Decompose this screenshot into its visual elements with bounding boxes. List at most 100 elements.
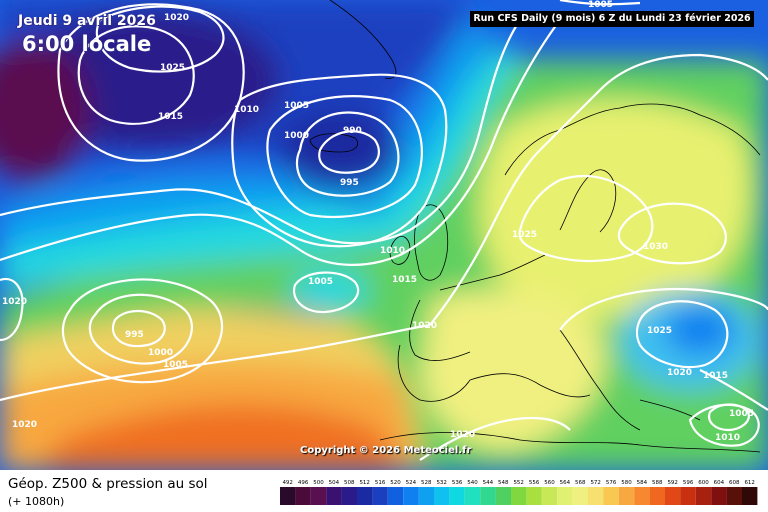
legend-value-label: 548 [498, 480, 509, 486]
legend-swatch [418, 487, 434, 505]
legend-swatch [541, 487, 558, 505]
weather-map: 1020 1025 1015 1010 1005 1000 990 995 10… [0, 0, 768, 470]
legend-value-label: 600 [698, 480, 709, 486]
legend-value-label: 500 [313, 480, 324, 486]
geopotential-field [0, 0, 768, 470]
legend-swatch [511, 487, 527, 505]
map-footer: Géop. Z500 & pression au sol (+ 1080h) 4… [0, 470, 768, 512]
isobar-low-ne-iceland-990 [318, 130, 380, 174]
isobar-label: 1025 [647, 326, 672, 336]
legend-swatch [742, 487, 758, 505]
isobar-label: 1015 [703, 371, 728, 381]
legend-swatch [649, 487, 665, 505]
legend-value-label: 564 [560, 480, 571, 486]
legend-swatch [403, 487, 419, 505]
forecast-hours: (+ 1080h) [8, 495, 65, 508]
isobar-label: 1005 [729, 409, 754, 419]
legend-value-label: 528 [421, 480, 432, 486]
legend-swatch [280, 487, 296, 505]
isobar-label: 1000 [284, 131, 309, 141]
legend-swatch [634, 487, 650, 505]
legend-swatch [434, 487, 450, 505]
isobar-label: 1010 [715, 433, 740, 443]
legend-swatch [495, 487, 511, 505]
legend-swatch [526, 487, 542, 505]
isobar-label: 1005 [588, 0, 613, 10]
legend-value-label: 584 [637, 480, 648, 486]
isobar-nw-1010 [57, 3, 245, 162]
isobar-iberia-1020 [0, 323, 431, 402]
legend-value-label: 536 [452, 480, 463, 486]
legend-value-label: 588 [652, 480, 663, 486]
isobars [0, 0, 768, 461]
legend-value-label: 580 [621, 480, 632, 486]
forecast-date: Jeudi 9 avril 2026 [18, 13, 156, 29]
isobar-label: 1025 [160, 63, 185, 73]
isobar-1025-scandi [518, 175, 654, 263]
legend-swatch [357, 487, 373, 505]
isobar-1030-russia [617, 202, 727, 265]
legend-value-label: 524 [406, 480, 417, 486]
legend-value-label: 512 [359, 480, 370, 486]
isobar-label: 1020 [2, 297, 27, 307]
legend-swatch [449, 487, 465, 505]
legend-swatch [295, 487, 311, 505]
map-canvas: 1020 1025 1015 1010 1005 1000 990 995 10… [0, 0, 768, 470]
isobar-label: 1025 [512, 230, 537, 240]
isobar-labels: 1020 1025 1015 1010 1005 1000 990 995 10… [2, 0, 754, 443]
isobar-balkans-low [635, 300, 729, 369]
legend-swatch [618, 487, 635, 505]
legend-swatch [341, 487, 357, 505]
isobar-sw-low-995 [112, 309, 166, 348]
isobar-label: 1015 [158, 112, 183, 122]
legend-value-label: 496 [298, 480, 309, 486]
isobar-south-1020 [419, 416, 571, 461]
legend-swatch [480, 487, 496, 505]
isobar-1015-large [0, 19, 561, 266]
legend-value-label: 504 [329, 480, 340, 486]
legend-value-label: 592 [667, 480, 678, 486]
isobar-nw-1015 [77, 25, 195, 125]
isobar-nw-1020 [95, 5, 225, 73]
legend-swatch [711, 487, 727, 505]
legend-swatch [726, 487, 742, 505]
legend-value-label: 568 [575, 480, 586, 486]
legend-swatch [665, 487, 681, 505]
coast-greenland [329, 0, 397, 79]
legend-value-label: 516 [375, 480, 386, 486]
isobar-label: 1020 [412, 321, 437, 331]
legend-swatch [387, 487, 404, 505]
isobar-label: 1005 [308, 277, 333, 287]
legend-swatch [680, 487, 696, 505]
legend-value-label: 576 [606, 480, 617, 486]
legend-swatch [588, 487, 604, 505]
isobar-label: 1030 [643, 242, 668, 252]
legend-value-label: 612 [744, 480, 755, 486]
isobar-label: 995 [340, 178, 359, 188]
coast-mediterranean [469, 329, 701, 431]
isobar-1020-scandi [429, 53, 768, 326]
isobar-label: 1020 [164, 13, 189, 23]
legend-value-label: 492 [282, 480, 293, 486]
isobar-1010-large [0, 19, 521, 245]
isobar-mid-1005 [292, 271, 360, 314]
isobar-label: 995 [125, 330, 144, 340]
isobar-label: 1015 [392, 275, 417, 285]
legend-value-label: 596 [683, 480, 694, 486]
isobar-label: 1020 [12, 420, 37, 430]
isobar-label: 1005 [163, 360, 188, 370]
isobar-top-1005 [559, 0, 641, 6]
forecast-time: 6:00 locale [22, 32, 152, 56]
isobar-sw-low-1000 [88, 293, 193, 365]
isobar-low-995 [295, 111, 400, 197]
isobar-label: 1010 [234, 105, 259, 115]
coast-africa [379, 432, 761, 453]
legend-value-label: 608 [729, 480, 740, 486]
isobar-1005 [231, 73, 448, 248]
isobar-med-1020 [559, 287, 768, 331]
legend-swatch [603, 487, 619, 505]
legend-value-label: 540 [467, 480, 478, 486]
isobar-se-1005 [708, 403, 750, 432]
legend-value-label: 544 [483, 480, 494, 486]
isobar-label: 1020 [450, 430, 475, 440]
